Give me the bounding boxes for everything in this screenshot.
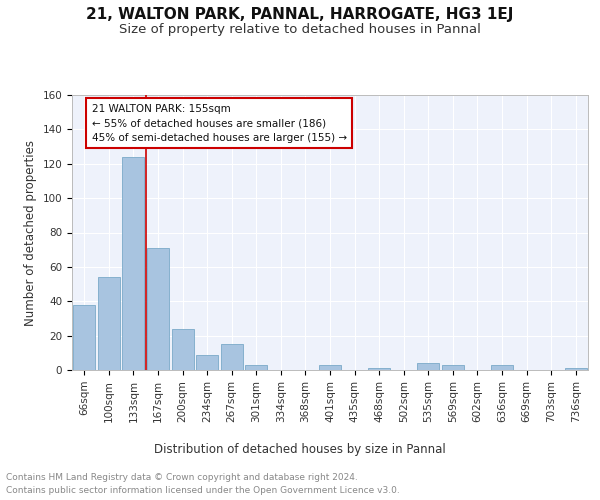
Text: 21 WALTON PARK: 155sqm
← 55% of detached houses are smaller (186)
45% of semi-de: 21 WALTON PARK: 155sqm ← 55% of detached… <box>92 104 347 143</box>
Text: Distribution of detached houses by size in Pannal: Distribution of detached houses by size … <box>154 442 446 456</box>
Bar <box>122 157 145 370</box>
Bar <box>196 354 218 370</box>
Bar <box>368 368 390 370</box>
Bar <box>417 363 439 370</box>
Bar <box>221 344 243 370</box>
Bar <box>442 365 464 370</box>
Bar <box>491 365 513 370</box>
Bar <box>98 277 120 370</box>
Text: 21, WALTON PARK, PANNAL, HARROGATE, HG3 1EJ: 21, WALTON PARK, PANNAL, HARROGATE, HG3 … <box>86 8 514 22</box>
Bar <box>73 304 95 370</box>
Bar <box>172 329 194 370</box>
Bar <box>147 248 169 370</box>
Bar <box>245 365 268 370</box>
Text: Contains public sector information licensed under the Open Government Licence v3: Contains public sector information licen… <box>6 486 400 495</box>
Text: Size of property relative to detached houses in Pannal: Size of property relative to detached ho… <box>119 22 481 36</box>
Bar <box>319 365 341 370</box>
Bar <box>565 368 587 370</box>
Text: Contains HM Land Registry data © Crown copyright and database right 2024.: Contains HM Land Registry data © Crown c… <box>6 472 358 482</box>
Y-axis label: Number of detached properties: Number of detached properties <box>24 140 37 326</box>
